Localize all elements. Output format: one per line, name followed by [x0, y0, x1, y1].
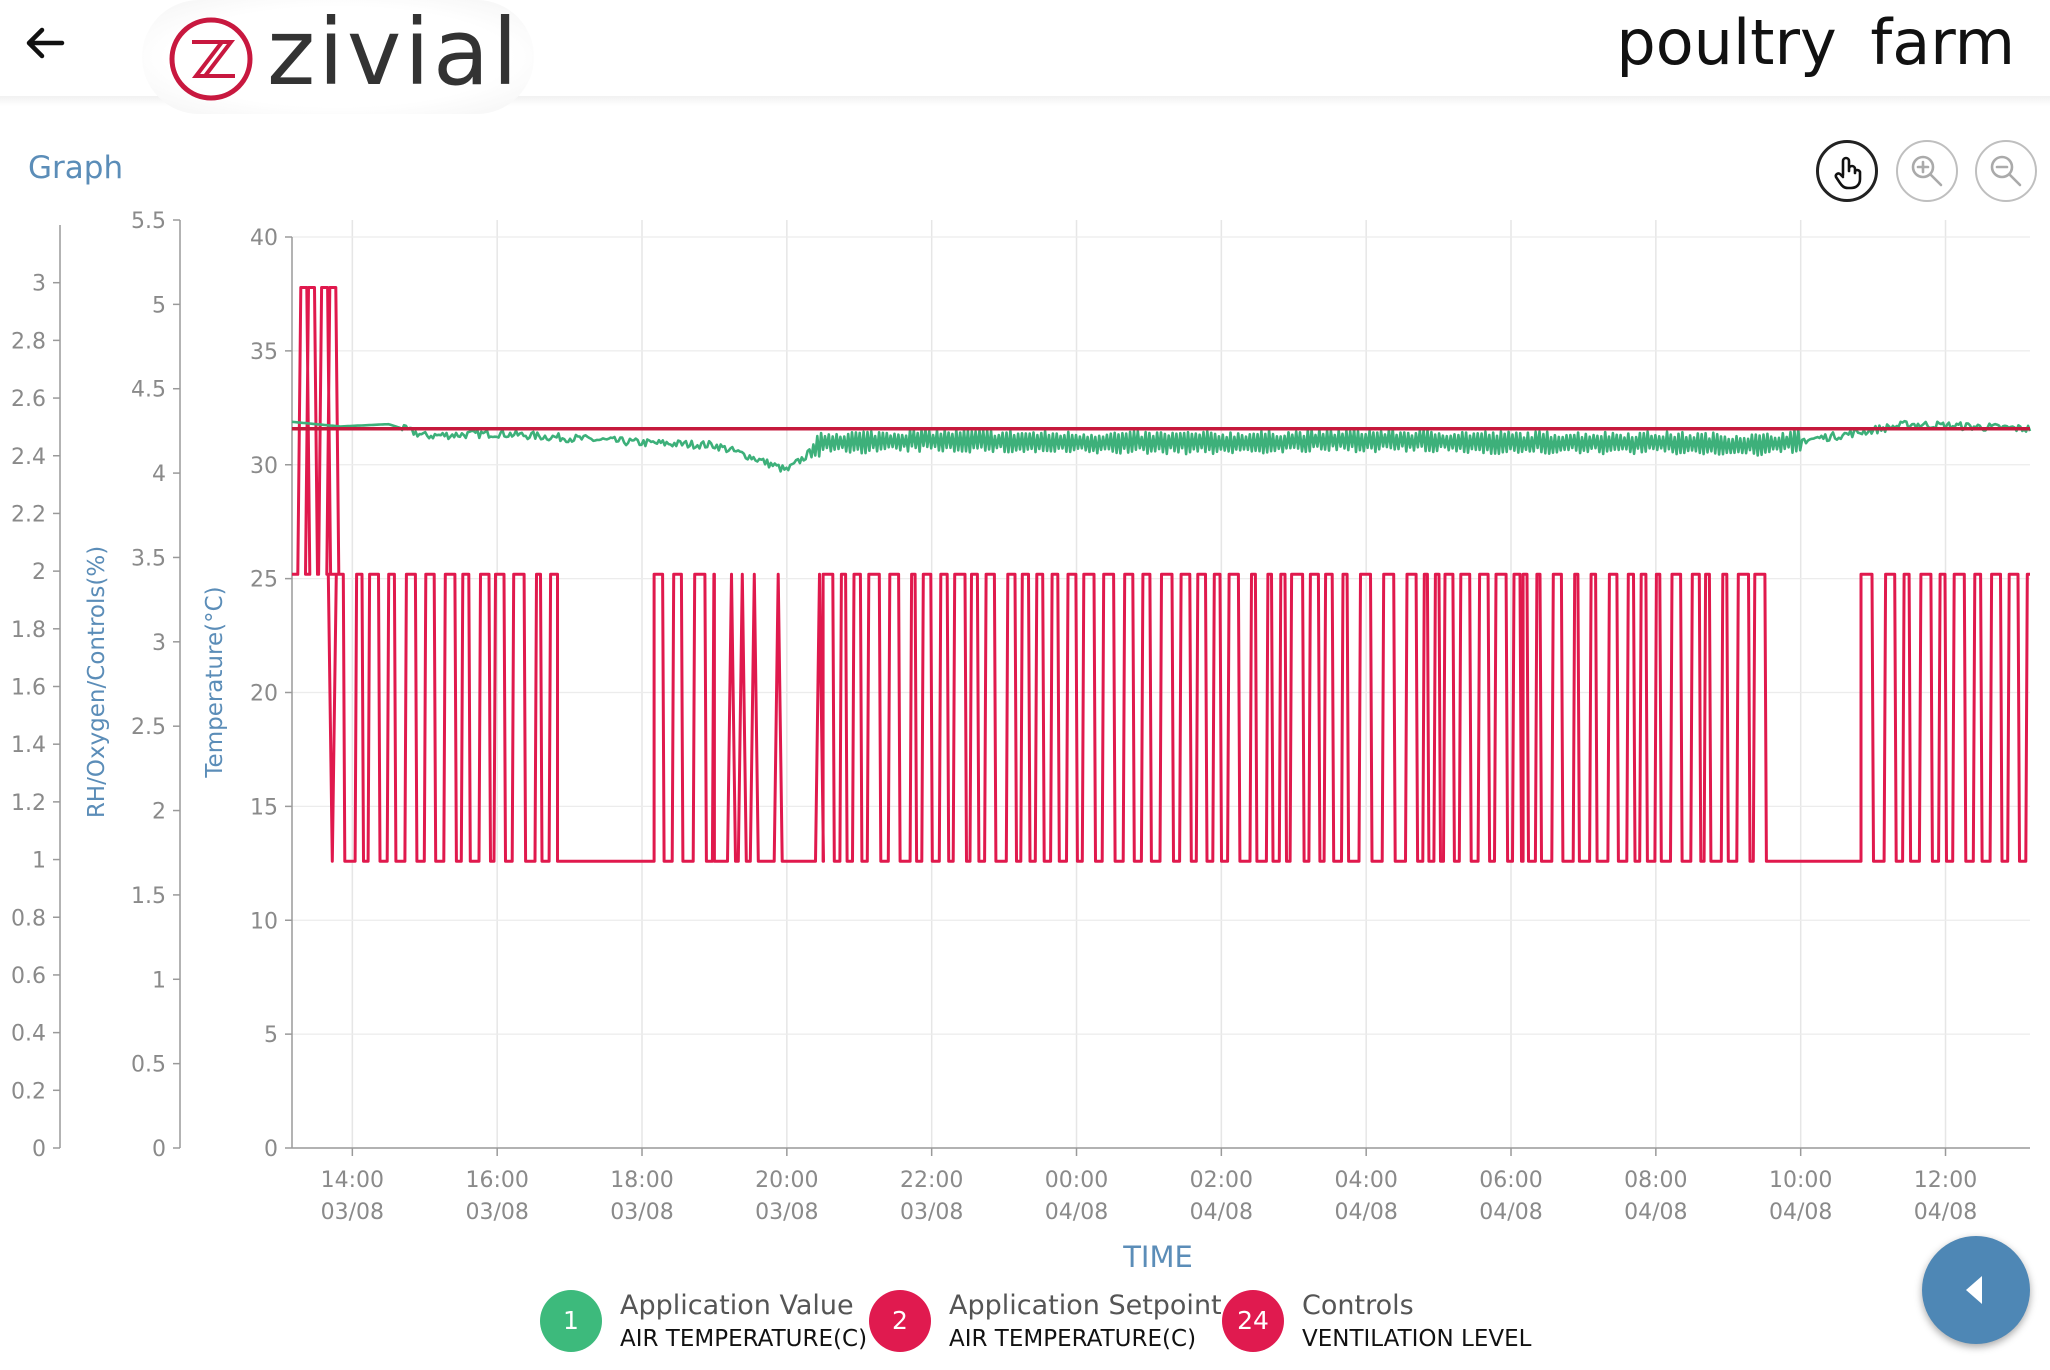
controls-tick-label: 4.5	[131, 378, 166, 403]
x-tick-label-time: 14:00	[321, 1168, 384, 1193]
legend-subtitle: VENTILATION LEVEL	[1302, 1326, 1532, 1352]
x-tick-label-time: 12:00	[1914, 1168, 1977, 1193]
temperature-tick-label: 30	[250, 454, 278, 479]
legend-badge: 24	[1222, 1290, 1284, 1352]
controls-tick-label: 5.5	[131, 209, 166, 234]
section-title: Graph	[28, 150, 124, 186]
x-tick-label-time: 02:00	[1190, 1168, 1253, 1193]
x-tick-label-time: 04:00	[1334, 1168, 1397, 1193]
logo-text: zivial	[267, 0, 521, 106]
x-tick-label-date: 03/08	[610, 1200, 673, 1225]
legend-subtitle: AIR TEMPERATURE(C)	[949, 1326, 1197, 1352]
controls-tick-label: 4	[152, 462, 166, 487]
legend-subtitle: AIR TEMPERATURE(C)	[620, 1326, 868, 1352]
temperature-tick-label: 5	[264, 1023, 278, 1048]
x-tick-label-time: 08:00	[1624, 1168, 1687, 1193]
application-value-series-line	[291, 419, 2032, 473]
rh-tick-label: 1.2	[11, 791, 46, 816]
zoom-in-button[interactable]	[1896, 140, 1958, 202]
controls-tick-label: 1	[152, 968, 166, 993]
x-tick-label-time: 18:00	[610, 1168, 673, 1193]
controls-series-line	[292, 286, 2030, 863]
temperature-tick-label: 0	[264, 1137, 278, 1162]
x-tick-label-time: 00:00	[1045, 1168, 1108, 1193]
y-axis-title-temperature: Temperature(°C)	[202, 586, 228, 778]
rh-tick-label: 0	[32, 1137, 46, 1162]
legend-title: Application Value	[620, 1290, 854, 1321]
rh-tick-label: 2.8	[11, 329, 46, 354]
x-tick-label-date: 03/08	[465, 1200, 528, 1225]
legend-item-application-setpoint[interactable]: 2 Application Setpoint AIR TEMPERATURE(C…	[869, 1288, 1222, 1354]
x-tick-label-date: 04/08	[1045, 1200, 1108, 1225]
temperature-tick-label: 35	[250, 340, 278, 365]
hand-pointer-icon	[1834, 156, 1862, 190]
controls-tick-label: 1.5	[131, 884, 166, 909]
x-axis-title: TIME	[1122, 1240, 1193, 1274]
controls-tick-label: 3	[152, 631, 166, 656]
rh-tick-label: 1.4	[11, 733, 46, 758]
x-tick-label-date: 04/08	[1334, 1200, 1397, 1225]
rh-tick-label: 1.6	[11, 676, 46, 701]
legend-title: Application Setpoint	[949, 1290, 1222, 1321]
x-tick-label-date: 04/08	[1190, 1200, 1253, 1225]
rh-tick-label: 2.2	[11, 502, 46, 527]
rh-tick-label: 2	[32, 560, 46, 585]
x-tick-label-date: 03/08	[900, 1200, 963, 1225]
temperature-tick-label: 40	[250, 226, 278, 251]
x-tick-label-time: 20:00	[755, 1168, 818, 1193]
zoom-out-button[interactable]	[1975, 140, 2037, 202]
temperature-tick-label: 15	[250, 795, 278, 820]
arrow-left-icon	[26, 27, 65, 59]
x-tick-label-time: 22:00	[900, 1168, 963, 1193]
logo-mark-icon	[169, 17, 253, 101]
controls-tick-label: 2	[152, 800, 166, 825]
controls-tick-label: 5	[152, 293, 166, 318]
header-divider	[0, 96, 2050, 106]
temperature-tick-label: 10	[250, 909, 278, 934]
temperature-tick-label: 20	[250, 682, 278, 707]
controls-tick-label: 3.5	[131, 546, 166, 571]
controls-tick-label: 2.5	[131, 715, 166, 740]
zoom-in-icon	[1911, 155, 1943, 187]
rh-tick-label: 0.8	[11, 906, 46, 931]
back-button[interactable]	[18, 18, 74, 68]
controls-tick-label: 0	[152, 1137, 166, 1162]
legend-item-application-value[interactable]: 1 Application Value AIR TEMPERATURE(C)	[540, 1288, 867, 1354]
temperature-tick-label: 25	[250, 568, 278, 593]
zoom-out-icon	[1990, 155, 2022, 187]
legend-badge: 2	[869, 1290, 931, 1352]
x-tick-label-time: 16:00	[465, 1168, 528, 1193]
legend-item-controls[interactable]: 24 Controls VENTILATION LEVEL	[1222, 1288, 1542, 1354]
rh-tick-label: 0.6	[11, 964, 46, 989]
collapse-panel-button[interactable]	[1922, 1236, 2030, 1344]
caret-left-icon	[1966, 1276, 1982, 1304]
rh-tick-label: 1.8	[11, 618, 46, 643]
brand-logo: zivial	[142, 0, 534, 114]
y-axis-title-controls: RH/Oxygen/Controls(%)	[84, 546, 110, 818]
farm-title: poultry farm	[1616, 6, 2015, 79]
pan-tool-button[interactable]	[1816, 140, 1878, 202]
rh-tick-label: 1	[32, 849, 46, 874]
legend-title: Controls	[1302, 1290, 1414, 1321]
x-tick-label-time: 06:00	[1479, 1168, 1542, 1193]
rh-tick-label: 3	[32, 272, 46, 297]
legend-badge: 1	[540, 1290, 602, 1352]
x-tick-label-date: 04/08	[1624, 1200, 1687, 1225]
x-tick-label-date: 04/08	[1914, 1200, 1977, 1225]
rh-tick-label: 2.4	[11, 445, 46, 470]
x-tick-label-date: 04/08	[1769, 1200, 1832, 1225]
rh-tick-label: 0.4	[11, 1022, 46, 1047]
rh-tick-label: 2.6	[11, 387, 46, 412]
x-tick-label-time: 10:00	[1769, 1168, 1832, 1193]
x-tick-label-date: 03/08	[755, 1200, 818, 1225]
controls-tick-label: 0.5	[131, 1053, 166, 1078]
x-tick-label-date: 04/08	[1479, 1200, 1542, 1225]
x-tick-label-date: 03/08	[321, 1200, 384, 1225]
rh-tick-label: 0.2	[11, 1079, 46, 1104]
